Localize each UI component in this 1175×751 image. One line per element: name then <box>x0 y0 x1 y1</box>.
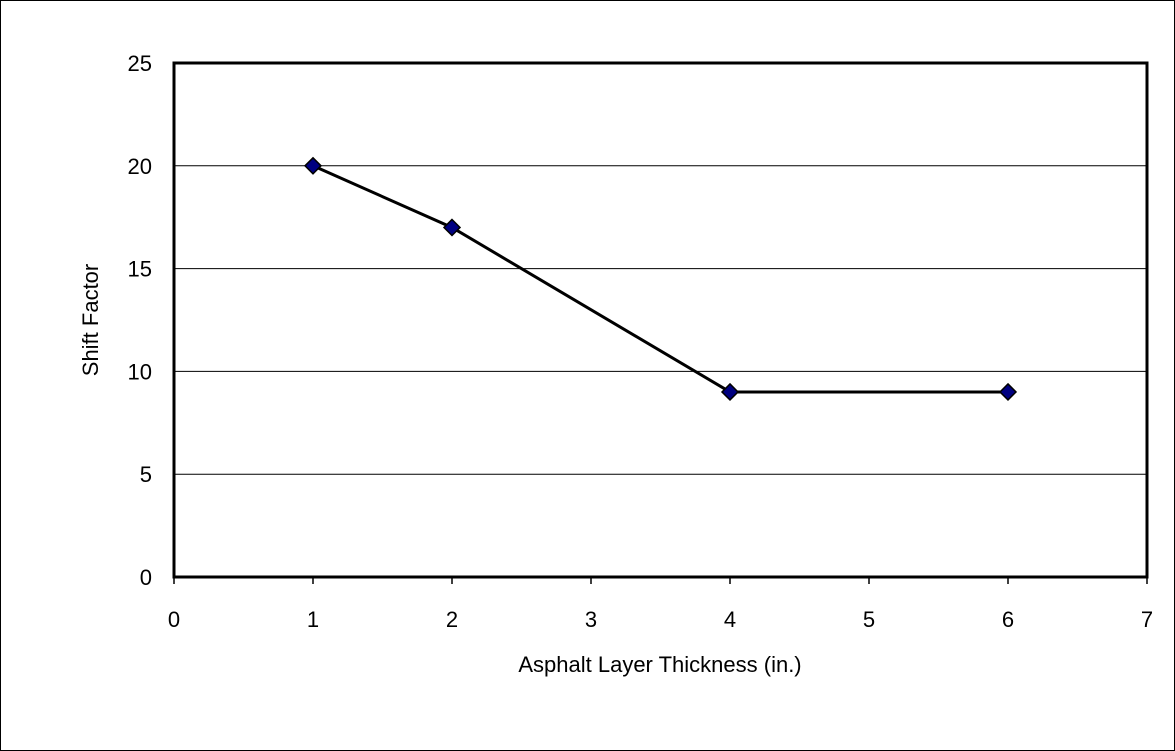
series <box>303 156 1018 402</box>
data-point-marker <box>442 218 462 237</box>
data-point-marker <box>998 382 1018 402</box>
plot-area <box>172 61 1149 579</box>
y-tick-label: 10 <box>128 359 152 384</box>
y-tick-label: 5 <box>140 462 152 487</box>
data-point-marker <box>303 156 323 175</box>
x-tick-label: 2 <box>446 607 458 632</box>
axis-ticks <box>173 577 1148 584</box>
x-axis-title: Asphalt Layer Thickness (in.) <box>518 652 801 677</box>
x-tick-label: 7 <box>1141 607 1153 632</box>
x-tick-label: 4 <box>724 607 736 632</box>
x-tick-label: 1 <box>307 607 319 632</box>
y-axis-title: Shift Factor <box>78 264 103 376</box>
y-tick-label: 15 <box>128 257 152 282</box>
tick-labels: 0 5 10 15 20 25 0 1 2 3 4 5 6 7 <box>128 51 1154 632</box>
y-tick-label: 0 <box>140 565 152 590</box>
x-tick-label: 6 <box>1002 607 1014 632</box>
x-tick-label: 3 <box>585 607 597 632</box>
gridlines <box>174 165 1147 475</box>
y-tick-label: 25 <box>128 51 152 76</box>
x-tick-label: 0 <box>168 607 180 632</box>
series-line <box>312 164 1008 394</box>
x-tick-label: 5 <box>863 607 875 632</box>
y-tick-label: 20 <box>128 154 152 179</box>
data-point-marker <box>720 382 740 402</box>
